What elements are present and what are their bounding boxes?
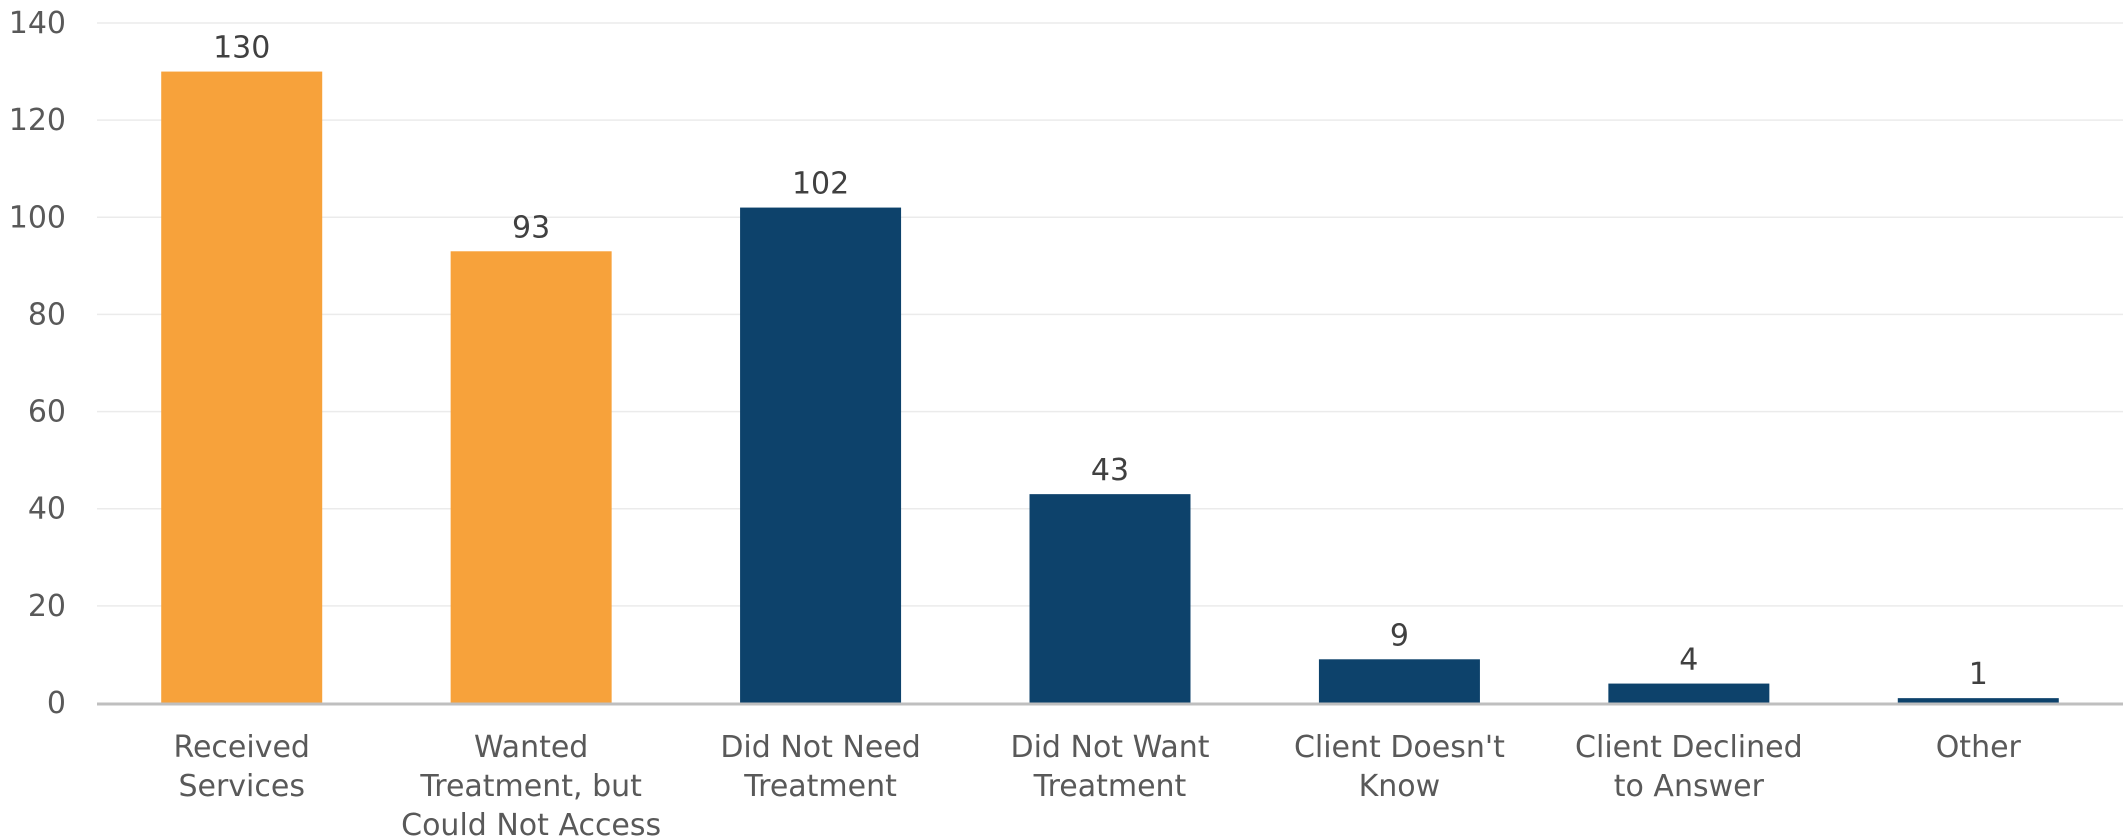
category-label-line: to Answer [1614, 769, 1765, 804]
data-label: 43 [1091, 453, 1129, 488]
bar [450, 251, 612, 704]
bar [161, 71, 323, 704]
gridlines [97, 22, 2123, 607]
category-label-line: Client Declined [1575, 730, 1803, 765]
y-tick-label: 100 [9, 200, 66, 235]
category-label: Received Services [173, 730, 310, 804]
category-label-line: Could Not Access [401, 808, 661, 838]
category-label-line: Client Doesn't [1294, 730, 1505, 765]
category-label-line: Other [1936, 730, 2022, 765]
category-label-line: Know [1359, 769, 1441, 804]
data-label: 102 [792, 167, 849, 202]
category-label-line: Services [178, 769, 305, 804]
data-label: 9 [1390, 618, 1409, 653]
y-tick-label: 140 [9, 6, 66, 41]
category-label-line: Treatment [1033, 769, 1187, 804]
category-label-line: Wanted [474, 730, 588, 765]
y-axis-ticks: 0 20 40 60 80 100 120 140 [9, 6, 66, 721]
data-label: 4 [1679, 643, 1698, 678]
y-tick-label: 120 [9, 103, 66, 138]
category-label-line: Treatment [743, 769, 897, 804]
category-label: Did Not Need Treatment [720, 730, 921, 804]
category-label: Wanted Treatment, but Could Not Access [401, 730, 661, 838]
data-label: 1 [1969, 657, 1988, 692]
y-tick-label: 80 [28, 297, 66, 332]
bar [1029, 494, 1191, 703]
category-label: Other [1936, 730, 2022, 765]
category-label-line: Did Not Need [720, 730, 921, 765]
bar [1318, 659, 1480, 703]
category-label: Client Declined to Answer [1575, 730, 1803, 804]
category-labels: Received Services Wanted Treatment, but Coul… [173, 730, 2021, 838]
y-tick-label: 60 [28, 395, 66, 430]
data-label: 93 [512, 210, 550, 245]
y-tick-label: 0 [47, 686, 66, 721]
bar [740, 207, 902, 704]
category-label-line: Received [173, 730, 310, 765]
y-tick-label: 40 [28, 492, 66, 527]
category-label: Client Doesn't Know [1294, 730, 1505, 804]
y-tick-label: 20 [28, 589, 66, 624]
data-label: 130 [213, 31, 270, 66]
bar [1608, 683, 1770, 703]
category-label-line: Did Not Want [1010, 730, 1209, 765]
bar [1897, 698, 2059, 703]
data-labels: 130 93 102 43 9 4 1 [213, 31, 1988, 693]
category-label-line: Treatment, but [419, 769, 642, 804]
category-label: Did Not Want Treatment [1010, 730, 1209, 804]
bars [161, 71, 2059, 704]
